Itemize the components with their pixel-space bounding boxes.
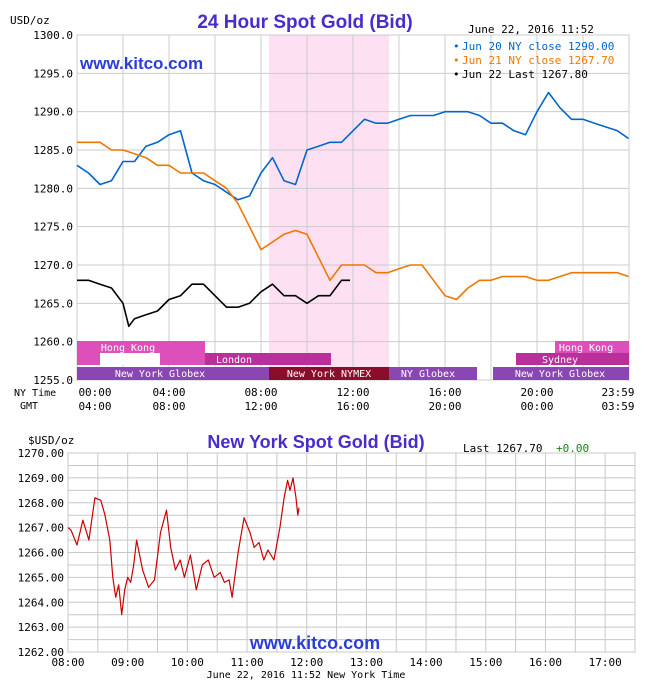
top-x-axis: NY Time GMT 00:00 04:00 08:00 12:00 16:00 20:…: [14, 386, 635, 413]
top-x-gmt-tick-label: 16:00: [336, 400, 369, 413]
bottom-x-tick-label: 11:00: [230, 656, 263, 669]
bottom-x-tick-label: 10:00: [171, 656, 204, 669]
bottom-y-tick-label: 1268.00: [18, 497, 64, 510]
nymex-session-highlight: [269, 35, 389, 380]
bottom-x-axis: 08:00 09:00 10:00 11:00 12:00 13:00 14:00 15:00…: [51, 656, 621, 669]
hong-kong-session-label-2: Hong Kong: [559, 343, 613, 354]
sydney-session-bar: [516, 353, 629, 365]
ny-nymex-session-bar: [269, 367, 389, 380]
top-y-tick-label: 1290.0: [33, 106, 73, 119]
bottom-chart: $USD/oz New York Spot Gold (Bid) Last 12…: [18, 432, 636, 681]
top-chart-watermark: www.kitco.com: [79, 54, 203, 73]
top-series-line-1: [77, 141, 629, 301]
ny-globex-session-label-1: New York Globex: [115, 369, 205, 380]
top-legend: • Jun 20 NY close 1290.00• Jun 21 NY close…: [453, 40, 614, 81]
top-x-ny-tick-label: 16:00: [428, 386, 461, 399]
top-legend-marker: •: [453, 68, 460, 81]
bottom-grid: [67, 452, 636, 653]
bottom-y-tick-label: 1270.00: [18, 447, 64, 460]
bottom-chart-watermark: www.kitco.com: [249, 633, 380, 653]
bottom-chart-footer: June 22, 2016 11:52 New York Time: [207, 670, 406, 681]
top-y-tick-label: 1265.0: [33, 297, 73, 310]
bottom-y-tick-label: 1265.00: [18, 571, 64, 584]
ny-globex-session-label-2: NY Globex: [401, 369, 455, 380]
ny-globex-session-bar-1: [77, 367, 269, 380]
bottom-x-tick-label: 14:00: [410, 656, 443, 669]
top-y-tick-label: 1300.0: [33, 29, 73, 42]
top-y-tick-label: 1260.0: [33, 336, 73, 349]
top-y-axis: 1300.0 1295.0 1290.0 1285.0 1280.0 1275.0 1270…: [33, 29, 73, 387]
bottom-x-tick-label: 17:00: [589, 656, 622, 669]
top-legend-marker: •: [453, 54, 460, 67]
top-chart-ylabel: USD/oz: [10, 14, 50, 27]
gmt-row-label: GMT: [20, 401, 38, 412]
top-chart-timestamp: June 22, 2016 11:52: [468, 23, 594, 36]
hong-kong-session-bar-lower-b: [160, 353, 205, 365]
top-y-tick-label: 1270.0: [33, 259, 73, 272]
top-series-lines: [76, 91, 629, 328]
top-y-tick-label: 1285.0: [33, 144, 73, 157]
bottom-x-tick-label: 09:00: [111, 656, 144, 669]
hong-kong-session-bar-2: [555, 341, 629, 353]
hong-kong-session-gap: [100, 353, 160, 365]
market-sessions: Hong Kong London New York Globex New Yor…: [77, 341, 629, 380]
bottom-x-tick-label: 13:00: [350, 656, 383, 669]
top-x-ny-tick-label: 23:59: [601, 386, 634, 399]
top-x-gmt-tick-label: 04:00: [78, 400, 111, 413]
bottom-x-tick-label: 15:00: [469, 656, 502, 669]
bottom-y-tick-label: 1262.00: [18, 646, 64, 659]
bottom-chart-ylabel: $USD/oz: [28, 434, 74, 447]
top-x-ny-tick-label: 20:00: [520, 386, 553, 399]
bottom-x-tick-label: 08:00: [51, 656, 84, 669]
top-x-gmt-tick-label: 08:00: [152, 400, 185, 413]
bottom-y-tick-label: 1269.00: [18, 472, 64, 485]
bottom-y-tick-label: 1266.00: [18, 547, 64, 560]
top-y-tick-label: 1280.0: [33, 182, 73, 195]
top-chart: USD/oz 24 Hour Spot Gold (Bid) June 22, …: [10, 12, 635, 413]
bottom-series-lines: [67, 477, 300, 616]
hong-kong-session-label: Hong Kong: [101, 343, 155, 354]
bottom-chart-change-label: +0.00: [556, 442, 589, 455]
london-session-bar: [205, 353, 331, 365]
ny-globex-session-label-3: New York Globex: [515, 369, 605, 380]
bottom-x-tick-label: 12:00: [290, 656, 323, 669]
ny-time-row-label: NY Time: [14, 388, 56, 399]
bottom-y-tick-label: 1263.00: [18, 621, 64, 634]
top-legend-marker: •: [453, 40, 460, 53]
bottom-y-tick-label: 1267.00: [18, 522, 64, 535]
london-session-label: London: [216, 355, 252, 366]
top-y-tick-label: 1255.0: [33, 374, 73, 387]
bottom-chart-last-label: Last 1267.70: [463, 442, 542, 455]
top-x-ny-tick-label: 04:00: [152, 386, 185, 399]
bottom-y-tick-label: 1264.00: [18, 596, 64, 609]
hong-kong-session-bar-lower: [77, 353, 100, 365]
ny-nymex-session-label: New York NYMEX: [287, 369, 371, 380]
top-x-ny-tick-label: 08:00: [244, 386, 277, 399]
top-legend-item: Jun 20 NY close 1290.00: [462, 40, 614, 53]
bottom-series-line-0: [67, 477, 300, 616]
hong-kong-session-bar: [77, 341, 205, 353]
top-x-gmt-tick-label: 03:59: [601, 400, 634, 413]
ny-globex-session-bar-2: [389, 367, 477, 380]
top-legend-item: Jun 21 NY close 1267.70: [462, 54, 614, 67]
top-series-line-2: [77, 279, 350, 328]
top-legend-item: Jun 22 Last 1267.80: [462, 68, 588, 81]
bottom-chart-title: New York Spot Gold (Bid): [207, 432, 424, 452]
bottom-y-axis: 1270.00 1269.00 1268.00 1267.00 1266.00 1265.…: [18, 447, 64, 659]
ny-globex-session-bar-3: [493, 367, 629, 380]
top-x-ny-tick-label: 12:00: [336, 386, 369, 399]
top-y-tick-label: 1295.0: [33, 67, 73, 80]
sydney-session-label: Sydney: [542, 355, 578, 366]
top-y-tick-label: 1275.0: [33, 221, 73, 234]
top-series-line-0: [76, 91, 629, 201]
bottom-x-tick-label: 16:00: [529, 656, 562, 669]
top-x-gmt-tick-label: 12:00: [244, 400, 277, 413]
top-chart-title: 24 Hour Spot Gold (Bid): [197, 12, 412, 33]
top-x-gmt-tick-label: 20:00: [428, 400, 461, 413]
top-x-gmt-tick-label: 00:00: [520, 400, 553, 413]
top-x-ny-tick-label: 00:00: [78, 386, 111, 399]
